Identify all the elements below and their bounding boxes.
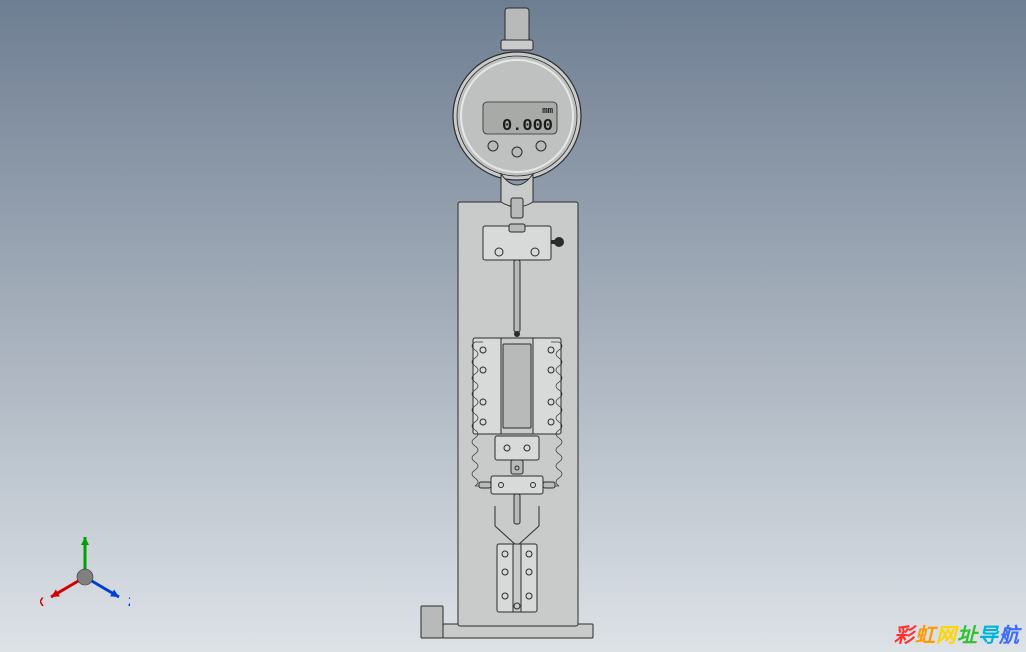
triad-arrowhead-x	[51, 589, 60, 597]
view-triad: XYZ	[40, 532, 130, 622]
cad-model: mm 0.000	[383, 6, 643, 646]
watermark-char: 航	[999, 619, 1020, 648]
watermark-char: 网	[936, 619, 957, 648]
triad-origin-icon	[77, 569, 93, 585]
triad-arrowhead-y	[81, 537, 89, 545]
gauge-unit: mm	[542, 106, 553, 116]
watermark-char: 导	[978, 619, 999, 648]
triad-axis-x	[51, 577, 85, 597]
gauge-readout: 0.000	[502, 117, 553, 136]
watermark-char: 虹	[915, 619, 936, 648]
triad-label-z: Z	[128, 595, 130, 609]
triad-arrowhead-z	[110, 589, 119, 597]
triad-axis-z	[85, 577, 119, 597]
watermark-text: 彩虹网址导航	[894, 619, 1020, 648]
watermark-char: 址	[957, 619, 978, 648]
watermark-char: 彩	[894, 619, 915, 648]
cad-viewport[interactable]: mm 0.000	[0, 0, 1026, 652]
triad-label-x: X	[40, 595, 44, 609]
